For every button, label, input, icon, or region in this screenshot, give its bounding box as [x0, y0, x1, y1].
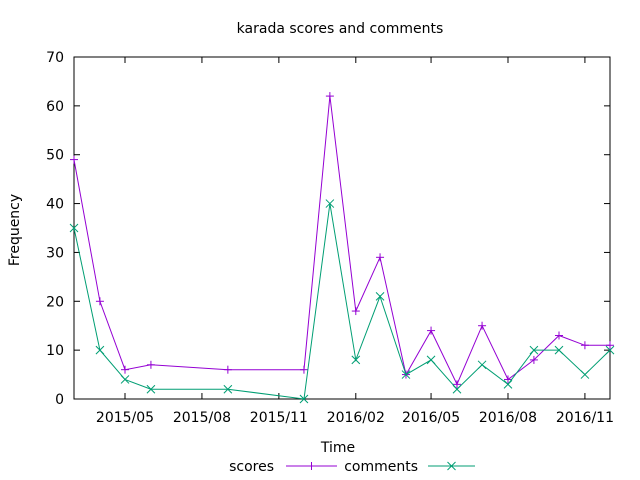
y-tick-label: 50	[46, 148, 64, 164]
x-tick-label: 2016/11	[556, 410, 614, 426]
legend-item-scores: scores	[229, 459, 337, 475]
data-point-comments	[223, 384, 233, 394]
data-point-comments	[503, 379, 513, 389]
data-point-comments	[605, 345, 615, 355]
data-point-comments	[95, 345, 105, 355]
data-point-comments	[299, 394, 309, 404]
data-point-scores	[376, 253, 385, 262]
series-layer	[69, 92, 615, 404]
data-point-scores	[554, 331, 563, 340]
plot-frame	[73, 56, 611, 400]
data-point-scores	[503, 375, 512, 384]
legend-label: comments	[344, 459, 418, 475]
y-tick-label: 40	[46, 197, 64, 213]
legend-label: scores	[229, 459, 274, 475]
y-tick-label: 20	[46, 294, 64, 310]
data-point-scores	[529, 355, 538, 364]
y-tick-label: 60	[46, 99, 64, 115]
series-comments	[69, 199, 615, 404]
data-point-scores	[580, 341, 589, 350]
data-point-scores	[452, 380, 461, 389]
data-point-scores	[121, 365, 130, 374]
data-point-comments	[325, 199, 335, 208]
data-point-comments	[477, 360, 487, 370]
x-tick-label: 2016/08	[479, 410, 537, 426]
data-point-comments	[452, 384, 462, 394]
y-axis-label: Frequency	[7, 194, 23, 266]
x-tick-label: 2015/11	[250, 410, 308, 426]
y-tick-label: 70	[46, 50, 64, 66]
chart-title: karada scores and comments	[237, 21, 444, 37]
data-point-comments	[426, 355, 436, 365]
legend-swatch-marker	[307, 462, 316, 470]
data-point-comments	[401, 370, 411, 379]
data-point-scores	[299, 365, 308, 374]
data-point-scores	[70, 155, 78, 164]
data-point-comments	[351, 355, 361, 365]
x-axis-label: Time	[320, 440, 355, 456]
series-line-comments	[73, 203, 611, 400]
y-tick-label: 10	[46, 343, 64, 359]
data-point-comments	[69, 223, 79, 233]
y-tick-label: 0	[55, 392, 64, 408]
legend-swatch-marker	[447, 461, 456, 471]
data-point-comments	[146, 384, 156, 394]
x-tick-label: 2016/05	[402, 410, 460, 426]
x-tick-label: 2016/02	[327, 410, 385, 426]
x-tick-label: 2015/05	[96, 410, 154, 426]
data-point-scores	[223, 365, 232, 374]
data-point-scores	[606, 341, 614, 350]
data-point-scores	[325, 92, 334, 101]
data-point-comments	[120, 375, 130, 384]
data-point-scores	[478, 321, 487, 330]
data-point-comments	[375, 292, 385, 301]
legend: scores comments	[229, 459, 475, 475]
data-point-comments	[529, 345, 539, 355]
y-tick-label: 30	[46, 245, 64, 261]
data-point-scores	[427, 326, 436, 335]
data-point-scores	[146, 360, 155, 369]
series-line-scores	[73, 96, 610, 386]
x-tick-label: 2015/08	[173, 410, 231, 426]
legend-item-comments: comments	[344, 459, 475, 475]
data-point-scores	[351, 307, 360, 316]
axes: 0 10 20 30 40 50 60 70 2015/05 2015/08 2015/11 2016…	[46, 50, 614, 426]
data-point-scores	[95, 297, 104, 306]
series-scores	[70, 92, 614, 389]
data-point-comments	[554, 345, 564, 355]
data-point-comments	[580, 370, 590, 379]
